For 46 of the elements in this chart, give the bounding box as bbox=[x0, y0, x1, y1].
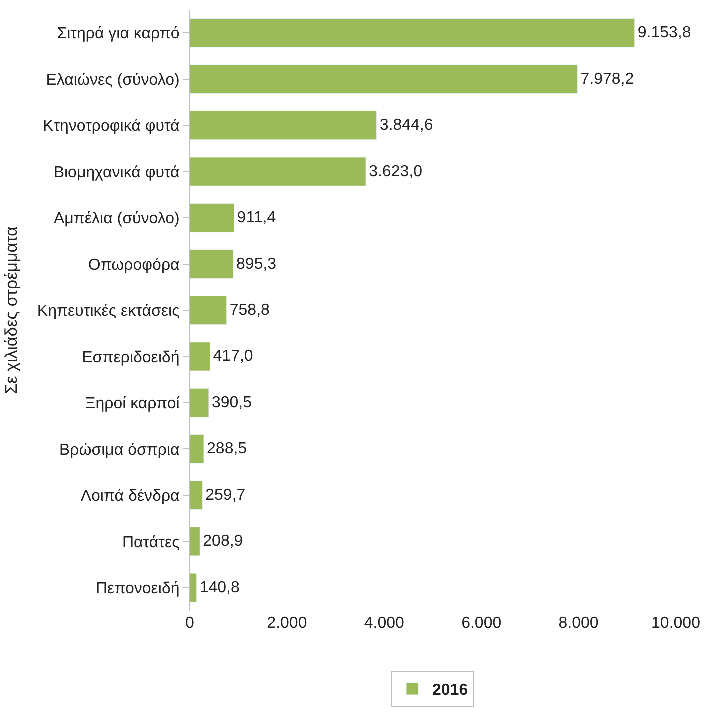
data-label: 911,4 bbox=[237, 210, 276, 227]
data-label: 7.978,2 bbox=[580, 70, 634, 88]
x-tick-label: 0 bbox=[186, 615, 195, 632]
x-tick-label: 8.000 bbox=[558, 615, 599, 632]
bar bbox=[190, 250, 234, 279]
y-tick-label: Πεπονοειδή bbox=[96, 580, 180, 598]
data-label: 417,0 bbox=[213, 348, 254, 366]
x-tick-label: 2.000 bbox=[267, 615, 308, 632]
data-label: 3.844,6 bbox=[380, 117, 434, 134]
data-label: 259,7 bbox=[206, 486, 246, 504]
data-label: 3.623,0 bbox=[369, 163, 423, 180]
y-tick-label: Οπωροφόρα bbox=[88, 256, 180, 274]
bar bbox=[190, 342, 211, 372]
y-tick-label: Κηπευτικές εκτάσεις bbox=[37, 303, 180, 320]
bar bbox=[190, 157, 366, 186]
data-label: 895,3 bbox=[236, 256, 277, 273]
bar bbox=[190, 64, 578, 94]
data-label: 140,8 bbox=[200, 579, 240, 596]
y-tick-label: Σιτηρά για καρπό bbox=[57, 26, 180, 43]
bar bbox=[190, 480, 203, 510]
bar bbox=[190, 111, 378, 140]
bar bbox=[190, 573, 198, 602]
y-tick-label: Πατάτες bbox=[122, 534, 180, 552]
bar bbox=[190, 18, 636, 48]
bar bbox=[190, 203, 235, 233]
bar bbox=[190, 388, 210, 418]
y-tick-label: Ελαιώνες (σύνολο) bbox=[46, 72, 180, 89]
y-tick-label: Βιομηχανικά φυτά bbox=[54, 164, 180, 182]
data-label: 758,8 bbox=[230, 302, 270, 319]
bar bbox=[190, 296, 228, 326]
y-tick-label: Κτηνοτροφικά φυτά bbox=[43, 118, 180, 136]
y-tick-label: Εσπεριδοειδή bbox=[82, 349, 180, 366]
x-tick-label: 10.000 bbox=[652, 615, 701, 632]
y-tick-label: Λοιπά δένδρα bbox=[80, 488, 180, 506]
x-tick-label: 4.000 bbox=[364, 615, 405, 632]
y-tick-label: Ξηροί καρποί bbox=[85, 396, 180, 413]
data-label: 9.153,8 bbox=[638, 24, 692, 42]
y-tick-label: Βρώσιμα όσπρια bbox=[59, 442, 180, 459]
data-label: 288,5 bbox=[207, 440, 248, 458]
data-label: 208,9 bbox=[203, 533, 244, 550]
data-label: 390,5 bbox=[212, 394, 252, 412]
bar bbox=[190, 434, 204, 464]
y-axis-title: Σε χιλιάδες στρέμματα bbox=[2, 226, 21, 394]
x-tick-label: 6.000 bbox=[462, 615, 502, 632]
bar bbox=[190, 527, 200, 556]
y-tick-label: Αμπέλια (σύνολο) bbox=[54, 210, 180, 228]
